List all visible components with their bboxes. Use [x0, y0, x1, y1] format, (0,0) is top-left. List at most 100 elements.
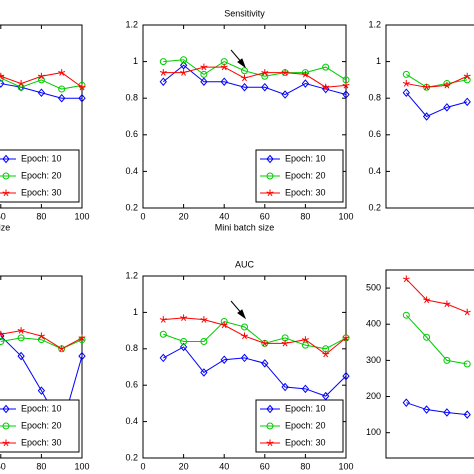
marker [322, 83, 330, 91]
x-tick-label: 60 [0, 211, 6, 221]
y-tick-label: 0.6 [125, 129, 138, 139]
marker [342, 90, 350, 99]
y-tick-label: 0.8 [125, 93, 138, 103]
marker [322, 350, 330, 358]
x-tick-label: 0 [140, 461, 145, 471]
y-tick-label: 1 [133, 307, 138, 317]
marker [17, 327, 25, 334]
legend-marker [266, 404, 274, 414]
marker [37, 88, 46, 97]
marker [58, 93, 66, 103]
chart-title: Sensitivity [224, 8, 265, 18]
marker [159, 58, 167, 66]
series-line [0, 77, 83, 90]
series-line [406, 75, 468, 88]
y-tick-label: 1.2 [125, 270, 138, 280]
series-line [0, 337, 83, 350]
series-line [0, 83, 82, 99]
marker [37, 386, 46, 395]
marker [301, 341, 309, 349]
x-tick-label: 40 [219, 211, 229, 221]
x-axis-label: Mini batch size [0, 222, 10, 232]
legend-label: Epoch: 30 [285, 437, 326, 447]
marker [443, 103, 451, 112]
marker [402, 70, 410, 78]
marker [0, 330, 5, 338]
marker [261, 82, 269, 92]
y-tick-label: 1 [376, 56, 381, 66]
marker [200, 70, 208, 78]
x-tick-label: 80 [300, 461, 310, 471]
legend-label: Epoch: 10 [285, 153, 326, 163]
marker [200, 63, 208, 71]
marker [220, 355, 228, 364]
marker [78, 93, 86, 103]
series-line [163, 59, 347, 81]
marker [402, 275, 410, 283]
marker [179, 60, 188, 70]
marker [220, 63, 228, 71]
marker [200, 338, 208, 346]
series-line [406, 73, 468, 88]
marker [301, 79, 310, 88]
marker [179, 342, 188, 352]
marker [463, 72, 471, 80]
y-tick-label: 0.4 [125, 166, 138, 176]
y-tick-label: 500 [366, 282, 381, 292]
marker [241, 323, 248, 331]
marker [200, 316, 208, 323]
legend-marker [2, 422, 10, 430]
marker [463, 360, 471, 368]
marker [240, 353, 249, 363]
y-tick-label: 0.2 [125, 202, 138, 212]
x-tick-label: 0 [140, 211, 145, 221]
marker [402, 88, 410, 97]
marker [0, 331, 5, 341]
y-tick-label: 0.2 [368, 202, 381, 212]
marker [78, 334, 86, 342]
x-tick-label: 100 [74, 461, 89, 471]
series-line [405, 278, 468, 313]
marker [220, 77, 228, 86]
marker [402, 311, 410, 319]
marker [159, 69, 167, 76]
marker [37, 332, 45, 340]
marker [241, 332, 248, 340]
legend-label: Epoch: 20 [285, 420, 326, 430]
legend-marker [266, 422, 274, 430]
x-tick-label: 60 [260, 461, 270, 471]
marker [443, 408, 451, 417]
legend-marker [266, 172, 274, 180]
marker [443, 356, 451, 364]
marker [37, 72, 45, 80]
marker [463, 97, 471, 107]
legend-marker [2, 189, 10, 197]
y-tick-label: 1.2 [368, 19, 381, 29]
series-line [162, 64, 347, 96]
marker [422, 112, 431, 121]
series-line [406, 402, 468, 416]
marker [180, 338, 188, 346]
marker [281, 90, 289, 99]
legend-label: Epoch: 20 [21, 420, 62, 430]
marker [58, 69, 66, 76]
marker [159, 353, 167, 363]
marker [463, 308, 471, 316]
marker [240, 82, 249, 92]
marker [200, 77, 208, 86]
marker [301, 384, 310, 394]
marker [463, 410, 471, 419]
y-tick-label: 0.6 [368, 129, 381, 139]
x-axis-label: Mini batch size [215, 472, 275, 474]
plot-area [385, 269, 474, 459]
x-tick-label: 40 [219, 461, 229, 471]
legend-label: Epoch: 30 [285, 187, 326, 197]
marker [58, 85, 66, 93]
marker [159, 330, 167, 338]
marker [301, 69, 309, 77]
x-tick-label: 60 [260, 211, 270, 221]
marker [322, 84, 330, 94]
legend-label: Epoch: 20 [285, 170, 326, 180]
x-tick-label: 100 [338, 461, 353, 471]
